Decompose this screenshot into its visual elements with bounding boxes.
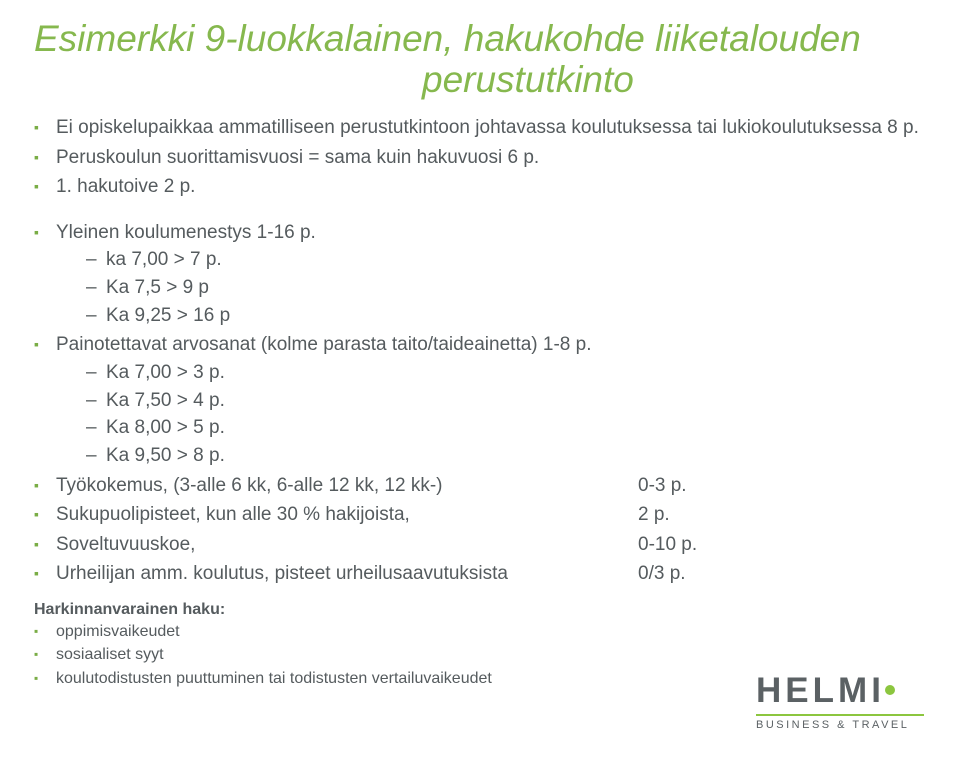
slide-body: Ei opiskelupaikkaa ammatilliseen perustu…: [34, 115, 926, 690]
logo-letter: E: [785, 671, 809, 711]
logo-letter: L: [813, 671, 835, 711]
list-item-value: 2 p.: [638, 502, 670, 528]
title-line-2: perustutkinto: [34, 59, 926, 100]
footnote-heading: Harkinnanvarainen haku:: [34, 599, 926, 621]
list-item: Urheilijan amm. koulutus, pisteet urheil…: [34, 561, 926, 587]
slide: Esimerkki 9-luokkalainen, hakukohde liik…: [0, 0, 960, 765]
list-item-label: Soveltuvuuskoe,: [56, 532, 195, 558]
list-item-label: Painotettavat arvosanat (kolme parasta t…: [56, 334, 591, 355]
logo-subtitle: BUSINESS & TRAVEL: [756, 719, 924, 731]
spacer: [34, 204, 926, 220]
list-item-label: Ei opiskelupaikkaa ammatilliseen perustu…: [56, 117, 919, 138]
list-item-label: Peruskoulun suorittamisvuosi = sama kuin…: [56, 147, 539, 168]
logo-letter: M: [838, 671, 868, 711]
list-item-label: Urheilijan amm. koulutus, pisteet urheil…: [56, 561, 508, 587]
main-list: Ei opiskelupaikkaa ammatilliseen perustu…: [34, 115, 926, 587]
list-item-value: 0-3 p.: [638, 473, 687, 499]
list-item-value: 0-10 p.: [638, 532, 697, 558]
list-item: Ei opiskelupaikkaa ammatilliseen perustu…: [34, 115, 926, 141]
logo-letter: H: [756, 671, 782, 711]
sub-list-item: Ka 9,25 > 16 p: [86, 303, 926, 329]
sub-list-item: Ka 8,00 > 5 p.: [86, 415, 926, 441]
logo-letter: I: [871, 671, 882, 711]
logo-wordmark: HELMI: [756, 671, 924, 711]
sub-list-item: Ka 7,00 > 3 p.: [86, 360, 926, 386]
sub-list-item: ka 7,00 > 7 p.: [86, 247, 926, 273]
footnote-item: sosiaaliset syyt: [34, 644, 926, 666]
logo-rule: [756, 714, 924, 717]
list-item-label: 1. hakutoive 2 p.: [56, 176, 195, 197]
sub-list-item: Ka 9,50 > 8 p.: [86, 443, 926, 469]
footnote-item: oppimisvaikeudet: [34, 621, 926, 643]
list-item-label: Työkokemus, (3-alle 6 kk, 6-alle 12 kk, …: [56, 473, 442, 499]
sub-list-item: Ka 7,5 > 9 p: [86, 275, 926, 301]
logo-dot-icon: [885, 685, 895, 695]
list-item: 1. hakutoive 2 p.: [34, 174, 926, 200]
list-item: Työkokemus, (3-alle 6 kk, 6-alle 12 kk, …: [34, 473, 926, 499]
list-item-label: Yleinen koulumenestys 1-16 p.: [56, 222, 316, 243]
list-item: Soveltuvuuskoe, 0-10 p.: [34, 532, 926, 558]
list-item-value: 0/3 p.: [638, 561, 686, 587]
title-line-1: Esimerkki 9-luokkalainen, hakukohde liik…: [34, 18, 926, 59]
list-item: Sukupuolipisteet, kun alle 30 % hakijois…: [34, 502, 926, 528]
list-item: Yleinen koulumenestys 1-16 p. ka 7,00 > 7…: [34, 220, 926, 329]
list-item: Peruskoulun suorittamisvuosi = sama kuin…: [34, 145, 926, 171]
list-item-label: Sukupuolipisteet, kun alle 30 % hakijois…: [56, 502, 410, 528]
slide-title: Esimerkki 9-luokkalainen, hakukohde liik…: [34, 18, 926, 101]
sub-list-item: Ka 7,50 > 4 p.: [86, 388, 926, 414]
list-item: Painotettavat arvosanat (kolme parasta t…: [34, 332, 926, 468]
sub-list: Ka 7,00 > 3 p.Ka 7,50 > 4 p.Ka 8,00 > 5 …: [56, 360, 926, 469]
sub-list: ka 7,00 > 7 p.Ka 7,5 > 9 pKa 9,25 > 16 p: [56, 247, 926, 328]
helmi-logo: HELMI BUSINESS & TRAVEL: [756, 671, 924, 732]
